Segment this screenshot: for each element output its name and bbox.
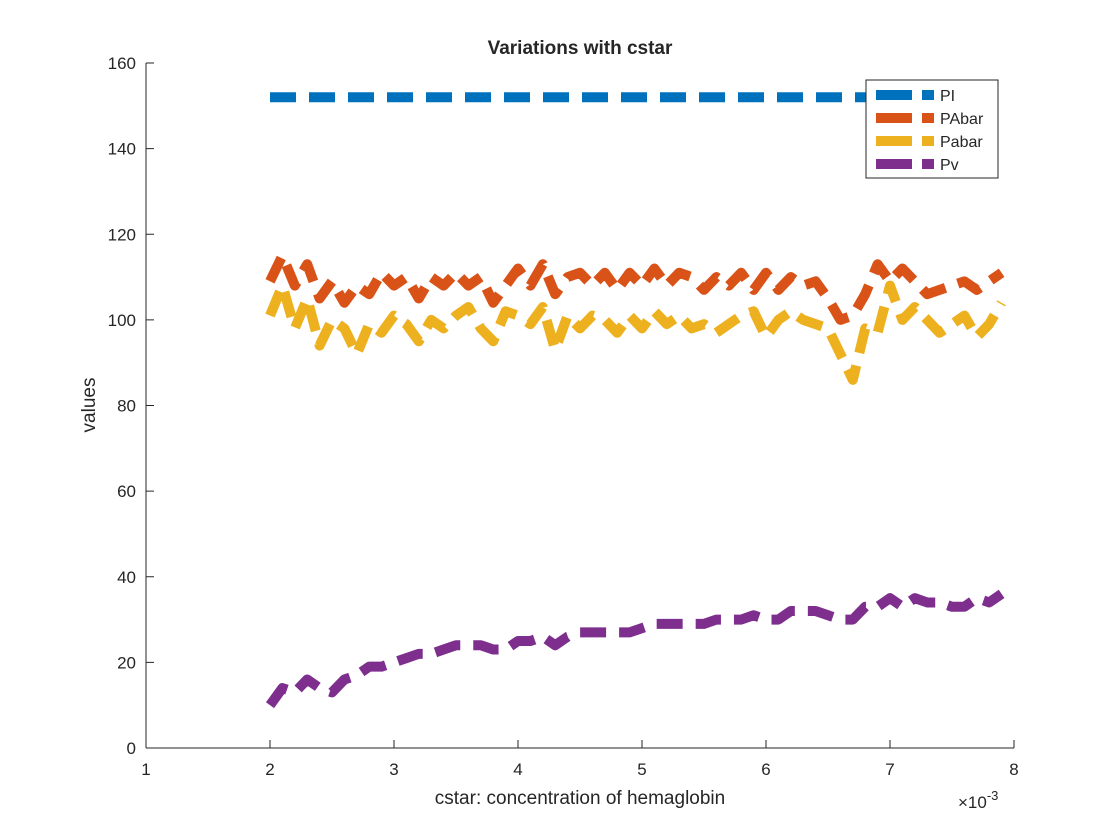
chart-title: Variations with cstar [488, 38, 673, 59]
x-exponent-power: -3 [987, 788, 999, 803]
series-line-pv [265, 589, 1005, 709]
x-tick-label: 3 [389, 760, 398, 779]
y-tick-label: 140 [108, 140, 136, 159]
x-tick-label: 2 [265, 760, 274, 779]
x-tick-label: 8 [1009, 760, 1018, 779]
legend-label: PI [940, 88, 955, 105]
y-tick-label: 120 [108, 225, 136, 244]
legend-label: Pabar [940, 134, 983, 151]
x-axis-exponent: ×10-3 [958, 788, 998, 812]
y-tick-label: 160 [108, 54, 136, 73]
x-tick-label: 1 [141, 760, 150, 779]
x-tick-label: 7 [885, 760, 894, 779]
x-axis-ticks: 1 2 3 4 5 6 7 8 [141, 740, 1019, 779]
y-tick-label: 100 [108, 311, 136, 330]
x-axis-label: cstar: concentration of hemaglobin [435, 788, 725, 809]
legend-label: Pv [940, 157, 959, 174]
y-tick-label: 20 [117, 653, 136, 672]
y-tick-label: 80 [117, 397, 136, 416]
x-tick-label: 6 [761, 760, 770, 779]
y-axis-ticks: 0 20 40 60 80 100 120 140 160 [108, 54, 154, 758]
y-tick-label: 0 [127, 739, 136, 758]
series-line-pabar [265, 250, 1005, 325]
x-tick-label: 4 [513, 760, 522, 779]
series-line-pabar [265, 280, 1006, 385]
x-exponent-base: ×10 [958, 793, 987, 812]
x-tick-label: 5 [637, 760, 646, 779]
legend: PI PAbar Pabar Pv [865, 79, 999, 179]
y-axis-label: values [79, 378, 100, 433]
legend-entries: PI PAbar Pabar Pv [876, 88, 984, 174]
legend-label: PAbar [940, 111, 984, 128]
y-tick-label: 40 [117, 568, 136, 587]
y-tick-label: 60 [117, 482, 136, 501]
plot-area: 1 2 3 4 5 6 7 8 0 20 40 60 80 100 120 140 160 [108, 54, 1019, 779]
